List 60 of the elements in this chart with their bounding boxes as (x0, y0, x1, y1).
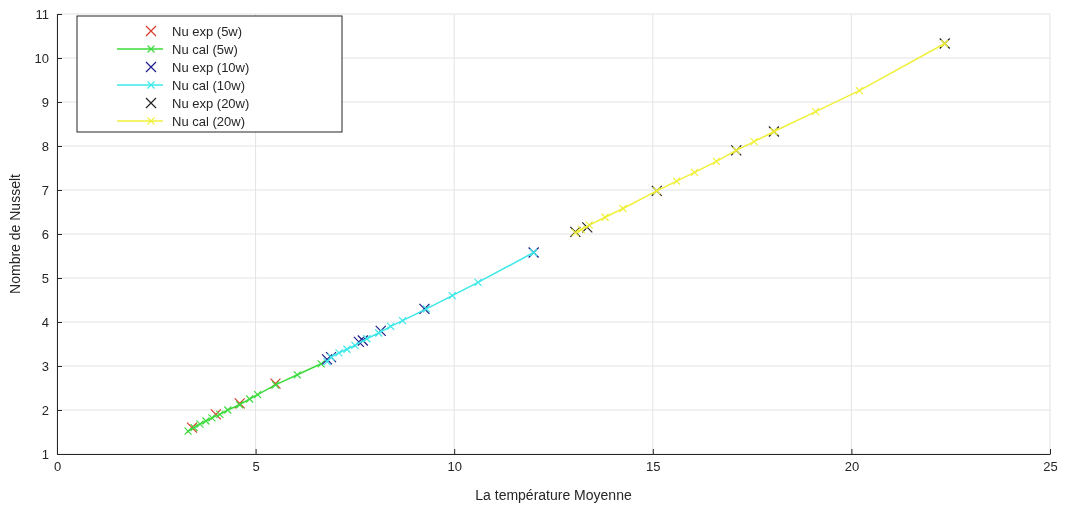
point (195, 419, 205, 429)
point (245, 394, 254, 404)
point (253, 390, 262, 399)
point (223, 405, 232, 415)
point (473, 278, 483, 287)
point (448, 291, 457, 300)
point (207, 413, 217, 423)
point (342, 345, 352, 354)
point (422, 304, 431, 313)
point (334, 348, 344, 357)
x-tick-label: 0 (53, 459, 62, 475)
y-tick-label: 3 (41, 358, 49, 374)
point (317, 359, 326, 368)
point (386, 322, 395, 331)
y-tick-label: 10 (34, 50, 49, 66)
x-tick-label: 15 (646, 459, 661, 475)
point (357, 334, 369, 347)
point (418, 303, 431, 315)
x-tick-label: 5 (252, 459, 260, 475)
x-tick-label: 20 (844, 459, 860, 475)
point (210, 408, 222, 420)
point (855, 86, 864, 95)
y-tick-label: 11 (35, 6, 49, 22)
legend-label: Nu cal (5w) (172, 42, 238, 57)
y-tick-label: 2 (41, 402, 49, 418)
point (690, 168, 699, 177)
point (183, 427, 193, 436)
legend-label: Nu exp (20w) (172, 96, 250, 111)
point (321, 353, 333, 365)
point (362, 334, 371, 343)
point (201, 416, 211, 426)
y-tick-label: 1 (41, 446, 49, 462)
x-tick-label: 10 (447, 459, 462, 475)
point (585, 221, 594, 230)
y-axis-title: Nombre de Nusselt (7, 173, 23, 294)
point (398, 316, 407, 325)
y-tick-label: 5 (41, 270, 49, 286)
point (215, 410, 224, 419)
legend-label: Nu exp (5w) (172, 24, 243, 39)
y-tick-label: 4 (41, 314, 49, 330)
point (374, 328, 383, 338)
point (577, 225, 586, 234)
point (811, 107, 820, 116)
point (293, 370, 302, 379)
x-axis-title: La température Moyenne (475, 487, 632, 503)
point (601, 213, 610, 222)
y-tick-label: 7 (41, 182, 49, 198)
legend-label: Nu cal (10w) (172, 78, 245, 93)
y-tick-label: 8 (41, 138, 49, 154)
y-tick-label: 6 (41, 226, 49, 242)
legend-label: Nu cal (20w) (172, 114, 245, 129)
legend-label: Nu exp (10w) (172, 60, 250, 75)
point (323, 357, 332, 366)
y-tick-label: 9 (41, 94, 49, 110)
point (672, 177, 681, 186)
x-tick-label: 25 (1043, 459, 1058, 475)
point (749, 137, 759, 146)
point (618, 204, 628, 213)
point (712, 157, 721, 166)
point (350, 341, 359, 350)
